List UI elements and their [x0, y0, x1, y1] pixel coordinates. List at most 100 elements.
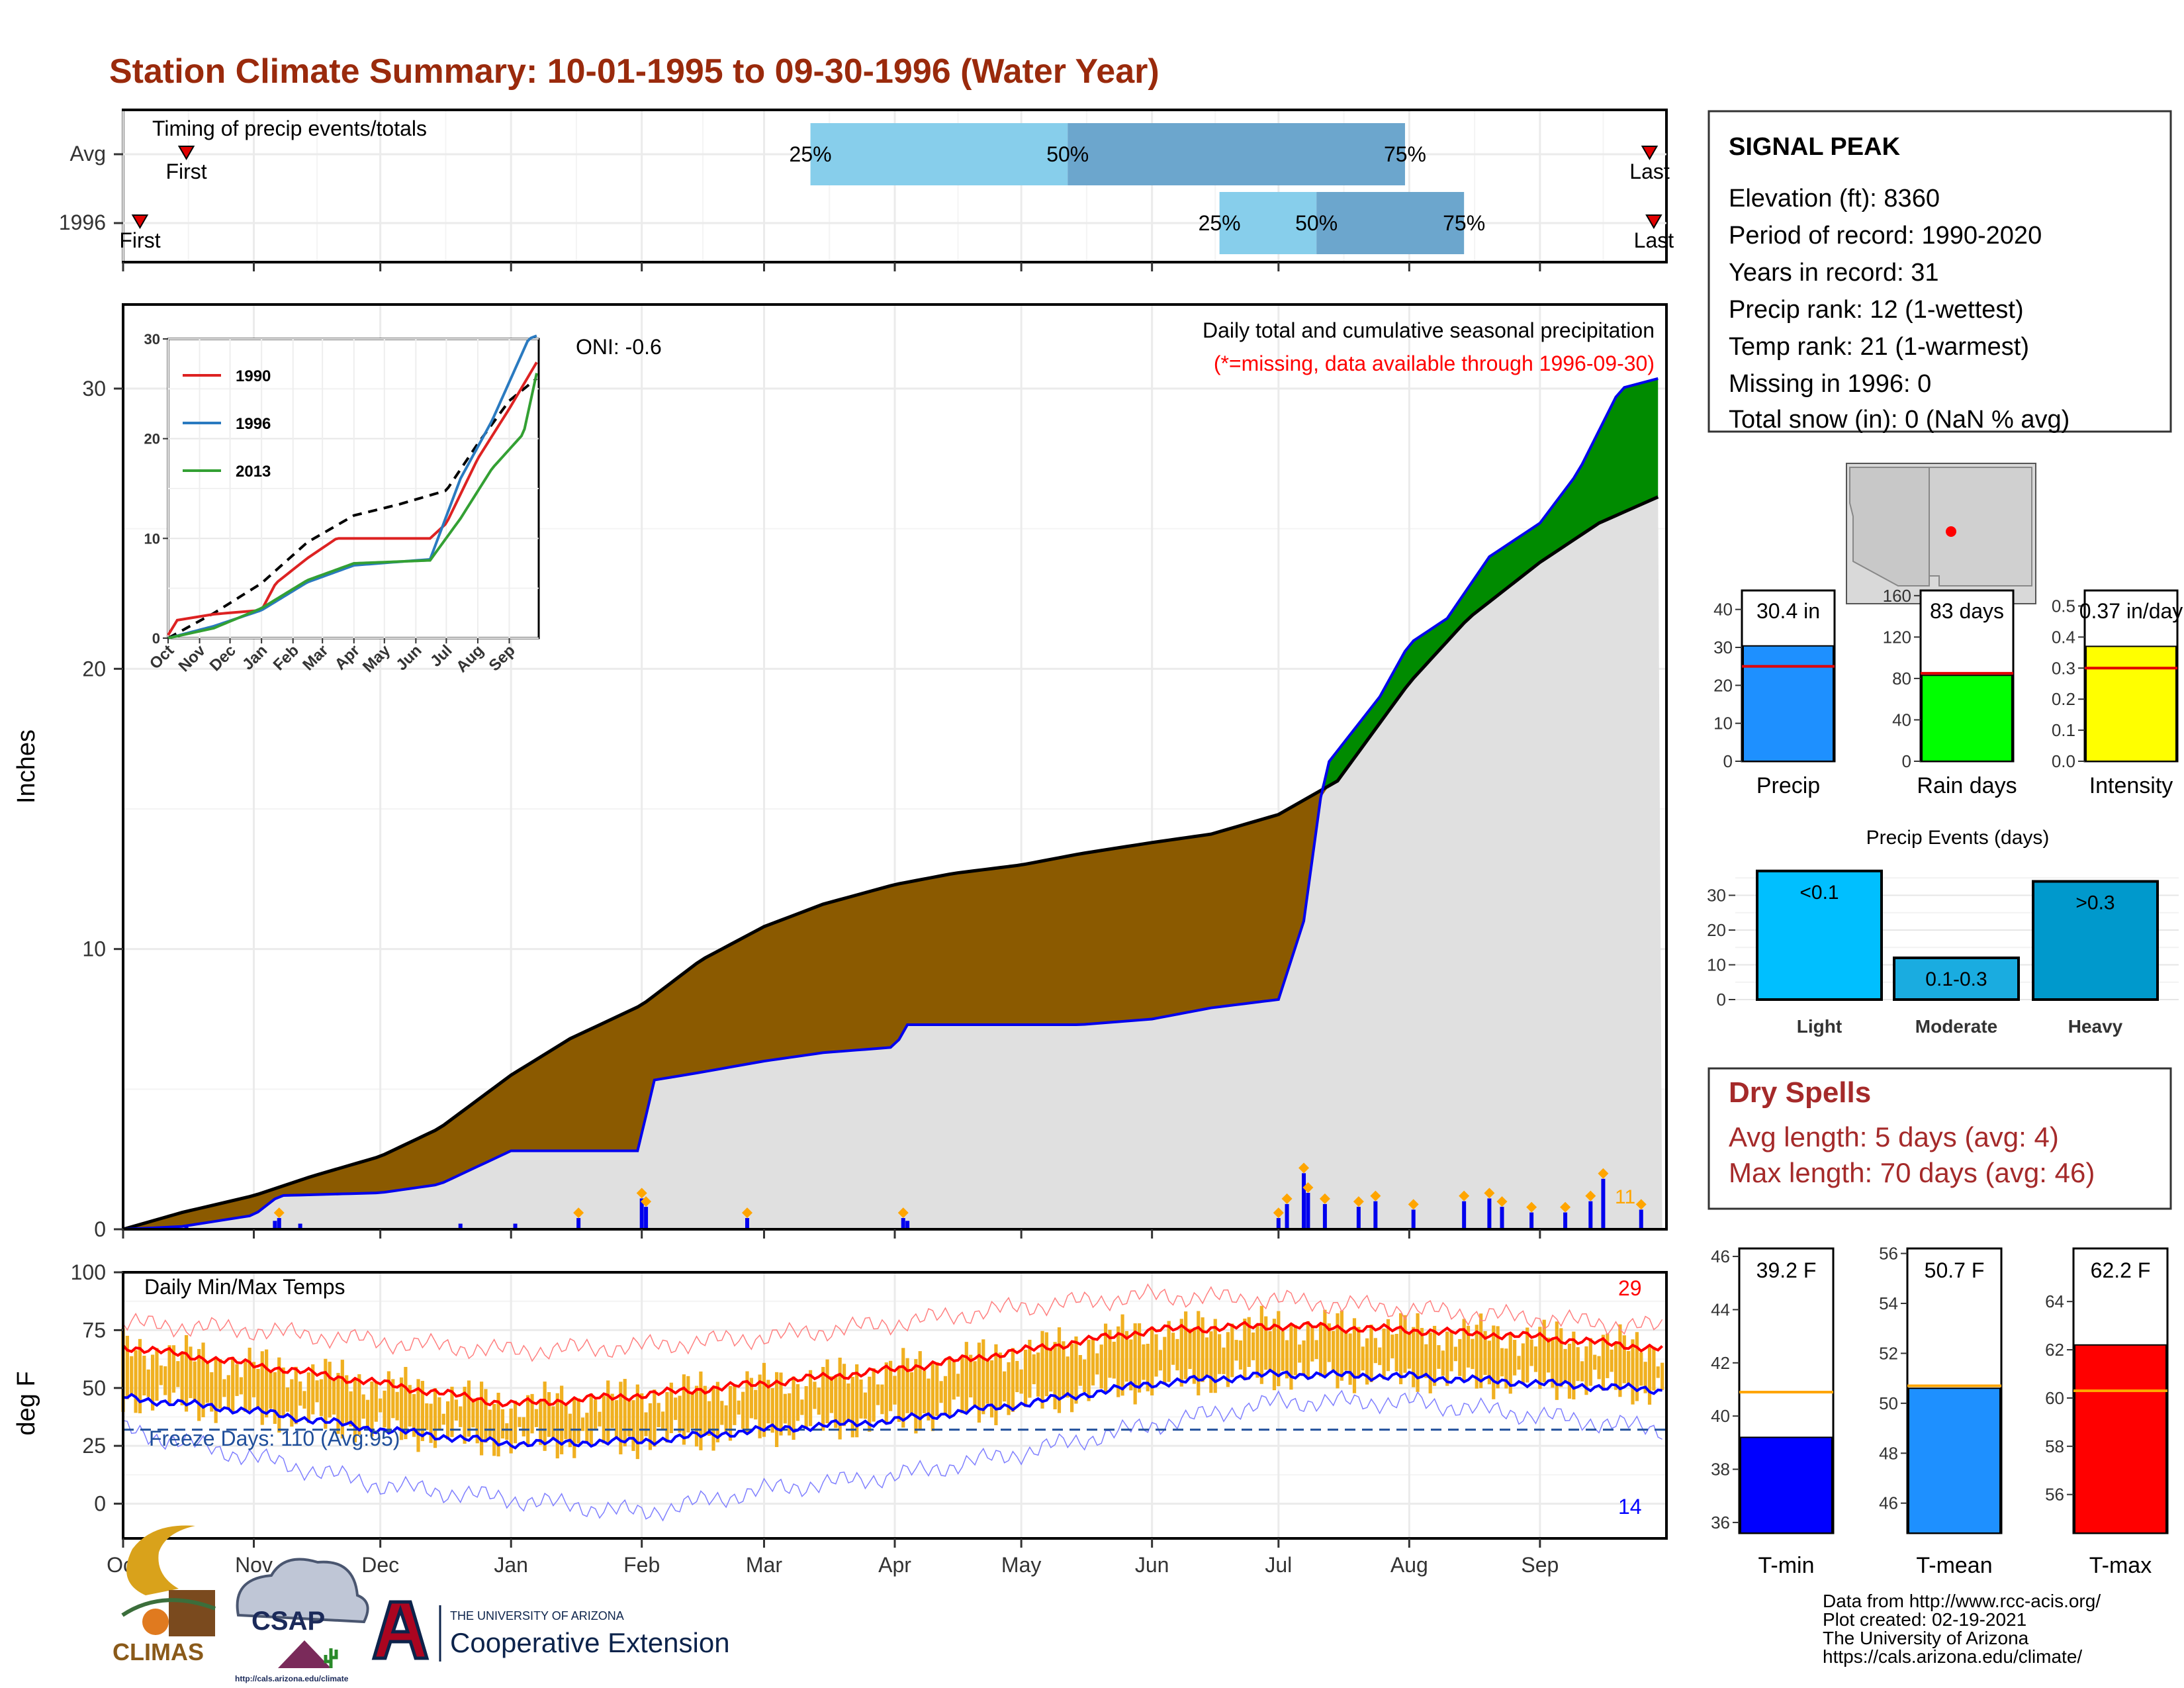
temp-daily-bar-166: [821, 1367, 825, 1431]
temp-daily-bar-129: [665, 1391, 669, 1443]
station-line-elevation: Elevation (ft): 8360: [1729, 185, 1940, 212]
inset-ytick-label-3: 30: [144, 331, 160, 348]
temp-daily-bar-193: [935, 1362, 939, 1417]
climas-arc-icon: [121, 1598, 216, 1617]
temp-daily-bar-133: [682, 1374, 686, 1445]
temp-y-label: deg F: [13, 1371, 40, 1435]
precip-events-chart: Precip Events (days) 0 10 20 30 <0.1 Light 0.1…: [1707, 827, 2179, 1037]
temp-daily-bar-83: [471, 1398, 475, 1428]
timing-label-q75-0: 75%: [1384, 142, 1426, 166]
temp-daily-bar-337: [1542, 1319, 1546, 1383]
precip-event-marker-10: [897, 1207, 909, 1219]
csap-logo: CSAP http://cals.arizona.edu/climate: [235, 1558, 369, 1683]
events-ytick-label-2: 20: [1707, 920, 1726, 940]
temp-daily-bar-130: [669, 1382, 673, 1434]
temp-daily-bar-196: [948, 1356, 952, 1418]
temp-daily-bar-226: [1074, 1336, 1078, 1404]
temp-daily-bar-313: [1441, 1350, 1445, 1376]
temp-daily-bar-66: [399, 1377, 404, 1440]
precip-event-marker-7: [636, 1188, 647, 1199]
temp-daily-bar-103: [555, 1393, 559, 1459]
summary-ytick-label-0-3: 30: [1713, 637, 1733, 657]
temp-daily-bar-124: [644, 1412, 648, 1436]
temp-daily-bar-345: [1576, 1347, 1580, 1382]
precip-daily-bar-20: [1462, 1201, 1467, 1229]
temp-daily-bar-360: [1639, 1352, 1643, 1386]
precip-daily-bar-13: [1285, 1203, 1289, 1229]
summary-ytick-label-2-5: 0.5: [2052, 596, 2075, 616]
temp-daily-bar-93: [513, 1400, 518, 1444]
temp-summary-ytick-label-0-3: 42: [1711, 1353, 1730, 1373]
temp-daily-bar-121: [631, 1400, 635, 1451]
timing-label-q75-1: 75%: [1443, 211, 1485, 235]
temp-daily-bar-31: [251, 1362, 256, 1397]
precip-daily-bar-1: [273, 1221, 277, 1229]
precip-daily-bar-4: [458, 1223, 463, 1229]
temp-daily-bar-53: [345, 1375, 349, 1424]
freeze-days-label: Freeze Days: 110 (Avg:95): [149, 1427, 400, 1450]
precip-event-marker-23: [1526, 1201, 1537, 1213]
temp-daily-bar-132: [678, 1395, 682, 1433]
temp-daily-bar-52: [340, 1360, 344, 1439]
temp-daily-bar-256: [1201, 1317, 1205, 1382]
temp-daily-bar-157: [783, 1393, 787, 1424]
summary-ytick-label-1-4: 160: [1883, 586, 1911, 606]
temp-daily-bar-178: [872, 1368, 876, 1422]
credit-line-data: Data from http://www.rcc-acis.org/: [1823, 1591, 2101, 1611]
summary-bar-1: [1921, 675, 2013, 763]
temp-daily-bar-175: [859, 1379, 863, 1419]
temp-daily-bar-108: [576, 1398, 580, 1444]
precip-panel: 0 10 20 30 Inches ONI: -0.6 Daily total and…: [13, 303, 1668, 1241]
temp-daily-bar-65: [395, 1391, 399, 1421]
temp-daily-bar-99: [539, 1399, 543, 1445]
precip-1996-cumulative-line: [122, 377, 1659, 1231]
temp-daily-bar-151: [758, 1374, 762, 1438]
summary-ytick-label-2-4: 0.4: [2052, 627, 2075, 647]
summary-bar-2: [2085, 645, 2177, 762]
precip-event-marker-24: [1560, 1201, 1571, 1213]
temp-daily-bar-213: [1019, 1369, 1023, 1394]
temp-daily-bar-188: [914, 1359, 918, 1434]
temp-daily-bar-84: [475, 1398, 479, 1444]
station-line-years: Years in record: 31: [1729, 259, 1939, 287]
temp-y-axis: 0 25 50 75 100: [71, 1260, 123, 1516]
precip-daily-bar-0: [184, 1226, 189, 1229]
temp-daily-bar-235: [1112, 1341, 1116, 1379]
temp-daily-bar-7: [151, 1354, 155, 1411]
temp-daily-bar-185: [901, 1348, 905, 1428]
temp-daily-bar-277: [1289, 1324, 1293, 1390]
temp-summary-ytick-label-1-3: 52: [1879, 1343, 1898, 1363]
inset-legend-label-0: 1990: [236, 367, 271, 385]
temp-daily-bar-184: [897, 1366, 901, 1422]
temp-daily-bar-20: [205, 1363, 210, 1403]
temp-daily-bar-191: [927, 1378, 931, 1421]
temp-daily-bar-308: [1420, 1328, 1424, 1377]
dry-spells-frame: [1707, 1067, 2172, 1210]
temp-daily-bar-258: [1209, 1331, 1213, 1393]
temp-summary-axis-label-0: T-min: [1758, 1553, 1815, 1578]
temp-daily-bar-314: [1445, 1331, 1449, 1386]
temp-daily-bar-207: [994, 1344, 998, 1425]
temp-daily-bar-101: [547, 1392, 551, 1437]
temp-daily-bar-310: [1428, 1332, 1432, 1393]
dry-spells-title: Dry Spells: [1729, 1076, 1871, 1109]
temp-daily-bar-302: [1394, 1333, 1398, 1372]
temp-daily-bar-98: [534, 1409, 539, 1427]
temp-daily-bar-253: [1188, 1329, 1192, 1370]
precip-event-marker-12: [1273, 1207, 1284, 1219]
summary-value-label-2: 0.37 in/day: [2079, 599, 2183, 623]
temp-daily-bar-3: [134, 1350, 138, 1413]
temp-daily-bar-46: [315, 1380, 319, 1403]
temp-daily-bar-289: [1340, 1310, 1343, 1381]
temp-daily-bar-161: [800, 1399, 804, 1415]
events-bar-label-2: Heavy: [2068, 1016, 2123, 1037]
precip-daily-bar-10: [901, 1218, 905, 1229]
temp-summary-bar-0: [1740, 1436, 1833, 1534]
precip-daily-bar-26: [1601, 1178, 1606, 1229]
temp-daily-bar-232: [1099, 1344, 1103, 1389]
temp-daily-bar-281: [1306, 1321, 1310, 1380]
temp-daily-bar-285: [1323, 1309, 1327, 1376]
temp-daily-bar-245: [1154, 1334, 1158, 1377]
temp-daily-bar-112: [594, 1399, 598, 1429]
